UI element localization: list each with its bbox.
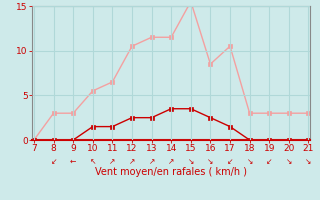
X-axis label: Vent moyen/en rafales ( km/h ): Vent moyen/en rafales ( km/h ) xyxy=(95,167,247,177)
Text: ↗: ↗ xyxy=(109,157,116,166)
Text: ↘: ↘ xyxy=(286,157,292,166)
Text: ←: ← xyxy=(70,157,76,166)
Text: ↗: ↗ xyxy=(148,157,155,166)
Text: ↗: ↗ xyxy=(129,157,135,166)
Text: ↙: ↙ xyxy=(227,157,233,166)
Text: ↖: ↖ xyxy=(90,157,96,166)
Text: ↘: ↘ xyxy=(207,157,213,166)
Text: ↙: ↙ xyxy=(50,157,57,166)
Text: ↙: ↙ xyxy=(266,157,272,166)
Text: ↗: ↗ xyxy=(168,157,174,166)
Text: ↘: ↘ xyxy=(305,157,312,166)
Text: ↘: ↘ xyxy=(246,157,253,166)
Text: ↘: ↘ xyxy=(188,157,194,166)
